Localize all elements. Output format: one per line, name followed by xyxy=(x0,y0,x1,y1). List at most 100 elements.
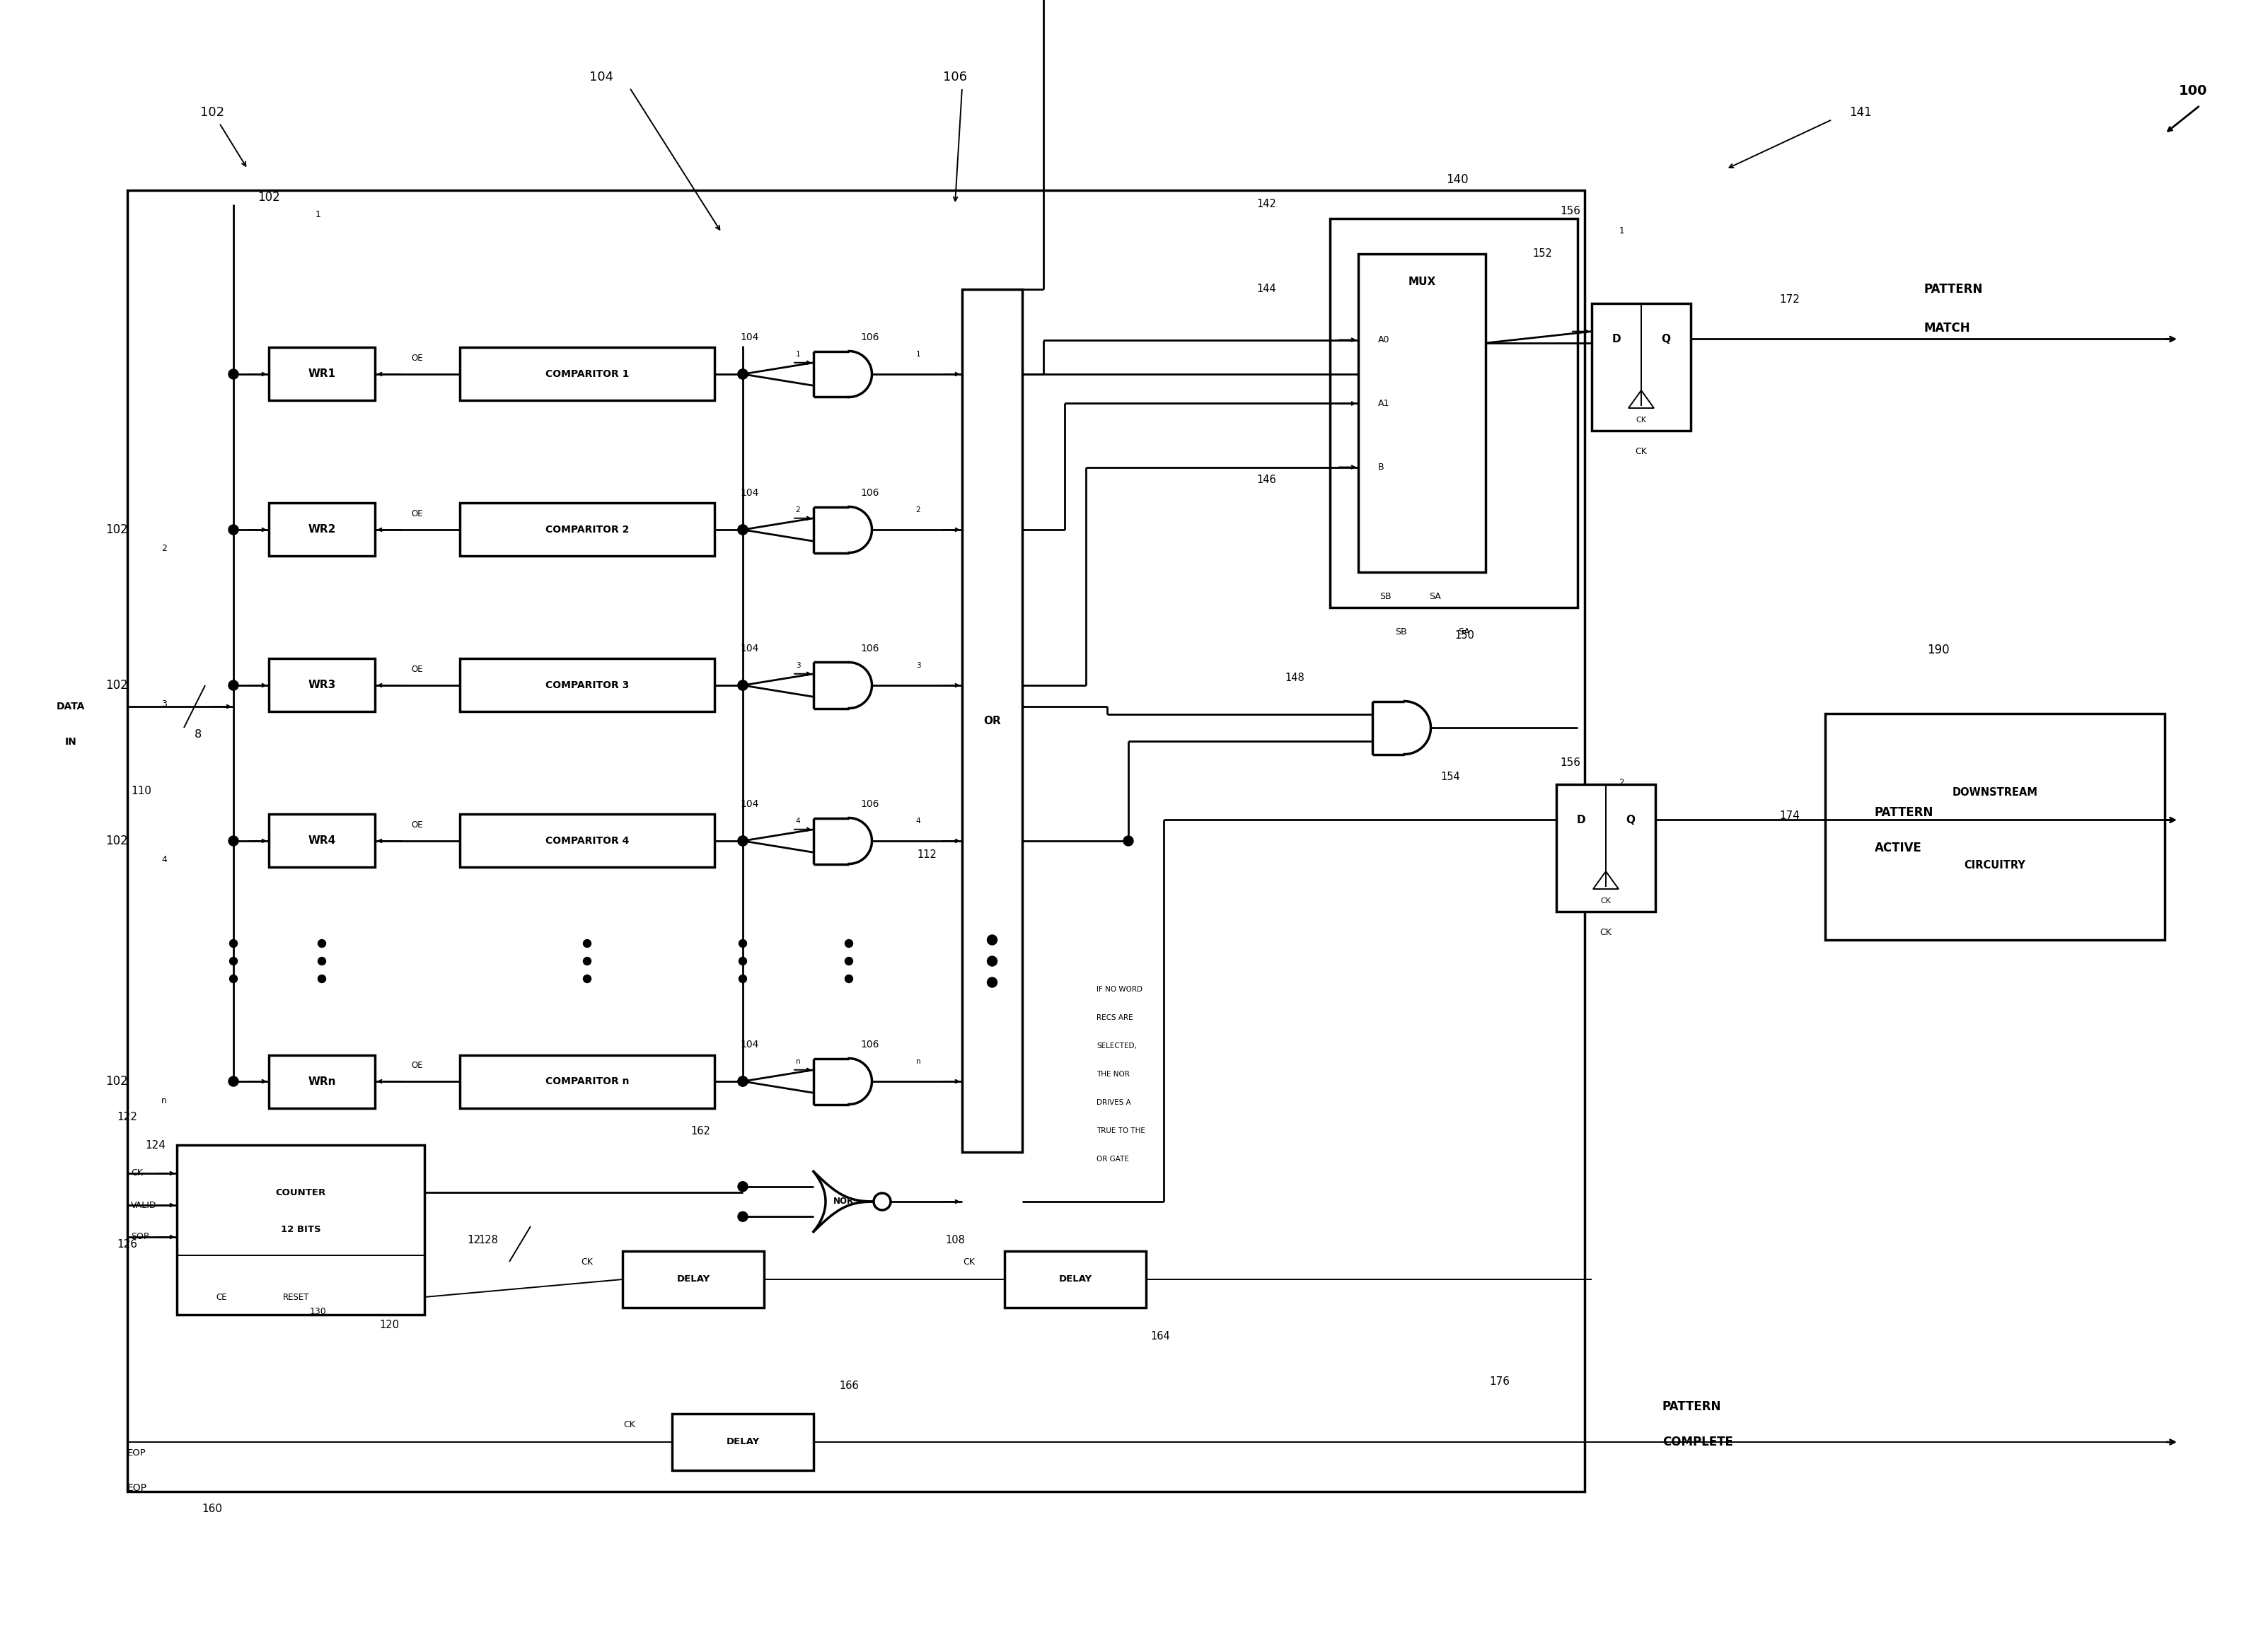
Text: DRIVES A: DRIVES A xyxy=(1095,1099,1132,1106)
Text: 174: 174 xyxy=(1780,812,1801,821)
Text: Q: Q xyxy=(1662,333,1672,345)
Text: CK: CK xyxy=(581,1257,594,1266)
Text: WR1: WR1 xyxy=(308,369,336,379)
Text: 124: 124 xyxy=(145,1140,166,1150)
Bar xyxy=(460,348,714,400)
Text: 2: 2 xyxy=(1619,779,1624,787)
Text: COMPARITOR 4: COMPARITOR 4 xyxy=(544,836,628,846)
Bar xyxy=(671,1414,814,1470)
Circle shape xyxy=(318,975,327,983)
Text: CK: CK xyxy=(132,1169,143,1177)
Bar xyxy=(460,815,714,867)
Bar xyxy=(460,658,714,712)
Text: CK: CK xyxy=(1599,928,1613,937)
Circle shape xyxy=(987,957,998,967)
Circle shape xyxy=(737,524,748,534)
Text: OE: OE xyxy=(411,821,424,830)
Text: 141: 141 xyxy=(1848,106,1871,119)
Bar xyxy=(1556,784,1656,911)
Text: 8: 8 xyxy=(195,730,202,740)
Text: D: D xyxy=(1576,815,1585,825)
Text: 106: 106 xyxy=(862,643,880,653)
Circle shape xyxy=(873,1194,891,1210)
Bar xyxy=(270,658,374,712)
Text: 102: 102 xyxy=(107,523,127,536)
Circle shape xyxy=(846,939,853,947)
Text: 1: 1 xyxy=(315,211,322,219)
Bar xyxy=(270,503,374,557)
Text: PATTERN: PATTERN xyxy=(1923,283,1982,296)
Text: 122: 122 xyxy=(118,1112,138,1122)
Text: 104: 104 xyxy=(742,488,760,498)
Text: 142: 142 xyxy=(1256,199,1277,209)
Text: 2: 2 xyxy=(916,506,921,513)
Text: SA: SA xyxy=(1429,593,1440,601)
Circle shape xyxy=(229,836,238,846)
Text: 154: 154 xyxy=(1440,772,1461,782)
Text: 130: 130 xyxy=(311,1306,327,1316)
Text: DATA: DATA xyxy=(57,702,84,712)
Text: OE: OE xyxy=(411,354,424,363)
Text: SOP: SOP xyxy=(132,1233,150,1241)
Text: 164: 164 xyxy=(1150,1331,1170,1341)
Text: 156: 156 xyxy=(1560,758,1581,769)
Text: COMPARITOR n: COMPARITOR n xyxy=(544,1076,628,1086)
Text: ACTIVE: ACTIVE xyxy=(1876,841,1921,854)
Circle shape xyxy=(737,369,748,379)
Text: IF NO WORD: IF NO WORD xyxy=(1095,986,1143,993)
Text: CK: CK xyxy=(1635,447,1647,457)
Circle shape xyxy=(737,1076,748,1086)
Text: OE: OE xyxy=(411,509,424,519)
Text: 110: 110 xyxy=(132,785,152,797)
Text: 100: 100 xyxy=(2180,85,2207,98)
Text: 4: 4 xyxy=(796,818,801,825)
Text: A0: A0 xyxy=(1379,335,1390,345)
Circle shape xyxy=(737,369,748,379)
Circle shape xyxy=(229,939,238,947)
Text: 104: 104 xyxy=(590,70,612,83)
Circle shape xyxy=(737,836,748,846)
Circle shape xyxy=(229,957,238,965)
Text: WR2: WR2 xyxy=(308,524,336,536)
Circle shape xyxy=(583,939,592,947)
Circle shape xyxy=(229,1076,238,1086)
Bar xyxy=(962,289,1023,1153)
Text: 148: 148 xyxy=(1284,673,1304,684)
Text: 104: 104 xyxy=(742,333,760,343)
Text: DOWNSTREAM: DOWNSTREAM xyxy=(1953,787,2037,799)
Text: COMPARITOR 3: COMPARITOR 3 xyxy=(544,681,628,691)
Circle shape xyxy=(737,524,748,534)
Text: OE: OE xyxy=(411,1061,424,1070)
Text: 102: 102 xyxy=(107,834,127,848)
Text: SB: SB xyxy=(1379,593,1390,601)
Bar xyxy=(621,1251,764,1308)
Text: 144: 144 xyxy=(1256,284,1277,294)
Circle shape xyxy=(987,936,998,946)
Text: 120: 120 xyxy=(379,1319,399,1331)
Bar xyxy=(1826,714,2164,941)
Bar xyxy=(1592,304,1690,431)
Text: CE: CE xyxy=(215,1292,227,1302)
Text: 3: 3 xyxy=(796,661,801,670)
Text: 1: 1 xyxy=(1619,227,1624,235)
Text: 176: 176 xyxy=(1490,1377,1510,1388)
Bar xyxy=(127,191,1585,1491)
Text: SELECTED,: SELECTED, xyxy=(1095,1042,1136,1050)
Text: OR GATE: OR GATE xyxy=(1095,1156,1129,1163)
Text: CIRCUITRY: CIRCUITRY xyxy=(1964,861,2025,870)
Text: RECS ARE: RECS ARE xyxy=(1095,1014,1134,1021)
Bar xyxy=(460,1055,714,1107)
Text: 102: 102 xyxy=(107,1075,127,1088)
Circle shape xyxy=(737,681,748,691)
Circle shape xyxy=(229,369,238,379)
Text: 102: 102 xyxy=(107,679,127,692)
Text: 166: 166 xyxy=(839,1380,860,1391)
Bar xyxy=(270,815,374,867)
Text: VALID: VALID xyxy=(132,1200,156,1210)
Text: 102: 102 xyxy=(200,106,225,119)
Text: 140: 140 xyxy=(1447,173,1467,186)
Text: 108: 108 xyxy=(946,1235,964,1246)
Bar xyxy=(270,1055,374,1107)
Circle shape xyxy=(987,978,998,988)
Text: 4: 4 xyxy=(916,818,921,825)
